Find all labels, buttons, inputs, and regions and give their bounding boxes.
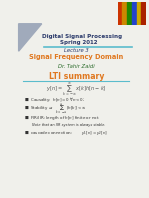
Text: $\blacksquare$  Stability $\Rightarrow$  $\sum_{k=-\infty}^{\infty}|h[k]| < \inf: $\blacksquare$ Stability $\Rightarrow$ $… [24,102,87,116]
Text: $\blacksquare$  FIR/IIR: length of $h[n]$ finite or not.: $\blacksquare$ FIR/IIR: length of $h[n]$… [24,114,101,122]
Bar [122,2,127,25]
Text: Note that an IIR system is always stable.: Note that an IIR system is always stable… [32,123,106,127]
Polygon shape [19,24,42,51]
Text: Digital Signal Processing: Digital Signal Processing [42,34,122,39]
Bar [137,2,141,25]
Text: Dr. Tahir Zaidi: Dr. Tahir Zaidi [58,64,95,69]
Text: $y[n] = \sum_{k=-\infty}^{\infty} x[k]h[n-k]$: $y[n] = \sum_{k=-\infty}^{\infty} x[k]h[… [46,80,107,98]
Text: LTI summary: LTI summary [49,72,104,81]
Bar [141,2,146,25]
Bar [132,2,137,25]
Text: Signal Frequency Domain: Signal Frequency Domain [29,54,124,60]
Text: Lecture 3: Lecture 3 [64,48,89,53]
Text: $\blacksquare$  cascade connection:        $y_1[n] = y_2[n]$: $\blacksquare$ cascade connection: $y_1[… [24,129,108,137]
Text: Spring 2012: Spring 2012 [60,40,97,45]
Text: $\blacksquare$  Causality:  $h[n] = 0\ \forall n < 0$;: $\blacksquare$ Causality: $h[n] = 0\ \fo… [24,95,86,105]
Bar [118,2,122,25]
Bar [127,2,132,25]
